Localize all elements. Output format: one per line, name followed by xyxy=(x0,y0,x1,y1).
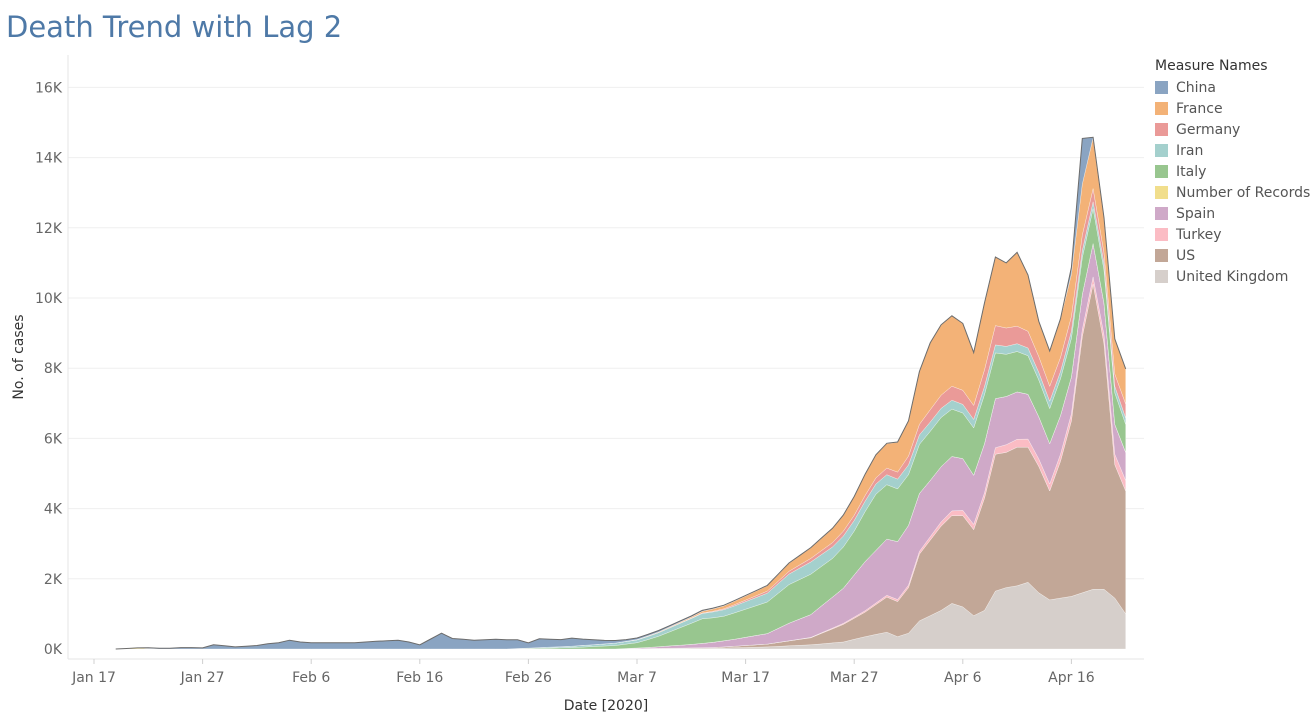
legend-item[interactable]: United Kingdom xyxy=(1155,266,1310,287)
legend-label: Turkey xyxy=(1176,226,1222,243)
legend-item[interactable]: Iran xyxy=(1155,140,1310,161)
legend-item[interactable]: Number of Records xyxy=(1155,182,1310,203)
x-tick-label: Mar 27 xyxy=(830,670,879,686)
legend: Measure Names China France Germany Iran Ital… xyxy=(1155,58,1310,287)
legend-swatch xyxy=(1155,249,1168,262)
legend-swatch xyxy=(1155,270,1168,283)
legend-label: Iran xyxy=(1176,142,1204,159)
y-tick-label: 2K xyxy=(44,572,63,588)
x-tick-label: Feb 16 xyxy=(396,670,443,686)
y-tick-label: 0K xyxy=(44,642,63,658)
legend-label: United Kingdom xyxy=(1176,268,1289,285)
legend-item[interactable]: France xyxy=(1155,98,1310,119)
legend-item[interactable]: Spain xyxy=(1155,203,1310,224)
x-tick-label: Mar 17 xyxy=(721,670,770,686)
legend-swatch xyxy=(1155,207,1168,220)
total-outline xyxy=(115,136,1127,650)
legend-item[interactable]: Italy xyxy=(1155,161,1310,182)
legend-label: Spain xyxy=(1176,205,1216,222)
legend-item[interactable]: US xyxy=(1155,245,1310,266)
legend-swatch xyxy=(1155,102,1168,115)
legend-label: France xyxy=(1176,100,1223,117)
x-tick-label: Apr 6 xyxy=(944,670,982,686)
legend-item[interactable]: Turkey xyxy=(1155,224,1310,245)
y-axis-title: No. of cases xyxy=(11,314,27,399)
legend-item[interactable]: China xyxy=(1155,77,1310,98)
area-chart: 0K 2K 4K 6K 8K 10K 12K 14K 16K Jan 17 Jan 27 Feb 6 F… xyxy=(11,55,1144,714)
y-tick-label: 14K xyxy=(35,151,63,167)
x-tick-label: Jan 27 xyxy=(180,670,225,686)
y-tick-label: 12K xyxy=(35,221,63,237)
legend-title: Measure Names xyxy=(1155,58,1268,74)
legend-swatch xyxy=(1155,165,1168,178)
area-layers xyxy=(115,137,1126,650)
legend-swatch xyxy=(1155,123,1168,136)
chart-title: Death Trend with Lag 2 xyxy=(6,10,343,44)
legend-item[interactable]: Germany xyxy=(1155,119,1310,140)
y-tick-label: 6K xyxy=(44,431,63,447)
y-tick-label: 4K xyxy=(44,502,63,518)
legend-label: China xyxy=(1176,79,1216,96)
y-tick-label: 8K xyxy=(44,361,63,377)
y-tick-label: 10K xyxy=(35,291,63,307)
x-tick-label: Feb 6 xyxy=(292,670,330,686)
x-tick-label: Apr 16 xyxy=(1048,670,1095,686)
x-tick-label: Mar 7 xyxy=(617,670,657,686)
legend-label: Number of Records xyxy=(1176,184,1311,201)
x-tick-label: Jan 17 xyxy=(71,670,116,686)
y-tick-label: 16K xyxy=(35,80,63,96)
legend-swatch xyxy=(1155,228,1168,241)
legend-items: China France Germany Iran Italy Number of Rec… xyxy=(1155,77,1310,287)
legend-label: Germany xyxy=(1176,121,1241,138)
legend-label: US xyxy=(1176,247,1196,264)
legend-label: Italy xyxy=(1176,163,1207,180)
legend-swatch xyxy=(1155,186,1168,199)
legend-swatch xyxy=(1155,81,1168,94)
x-tick-label: Feb 26 xyxy=(505,670,552,686)
x-axis-title: Date [2020] xyxy=(564,698,648,714)
legend-swatch xyxy=(1155,144,1168,157)
